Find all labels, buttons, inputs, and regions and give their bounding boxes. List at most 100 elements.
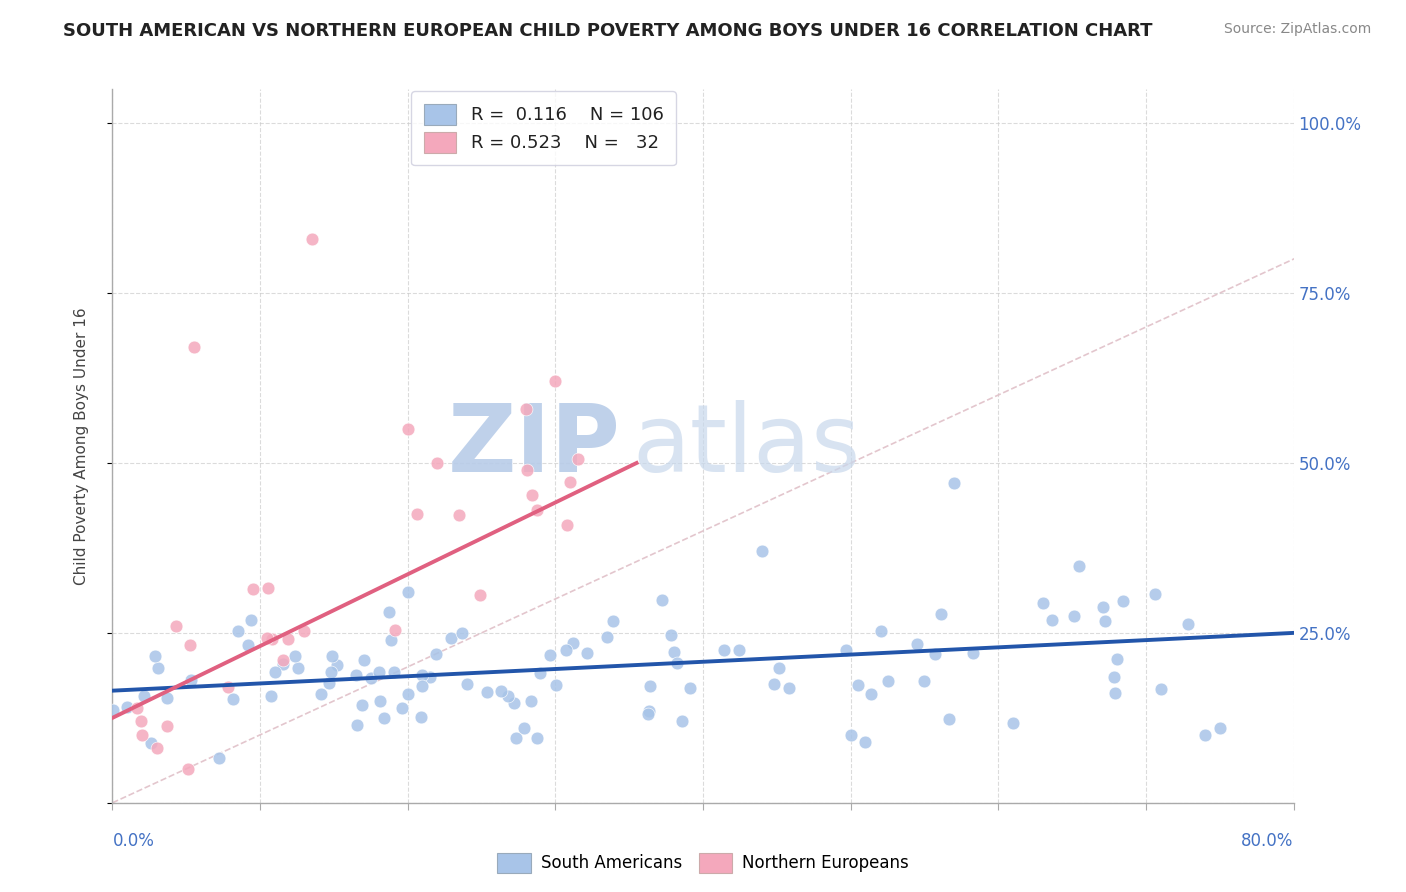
- Point: [396, 687, 419, 701]
- Point: [177, 762, 200, 776]
- Point: [768, 661, 790, 675]
- Point: [344, 668, 367, 682]
- Point: [544, 375, 567, 389]
- Point: [1208, 721, 1232, 735]
- Point: [544, 678, 567, 692]
- Point: [468, 588, 491, 602]
- Point: [1104, 670, 1126, 684]
- Point: [256, 631, 278, 645]
- Point: [440, 631, 463, 645]
- Point: [659, 628, 682, 642]
- Point: [576, 647, 599, 661]
- Point: [1069, 559, 1091, 574]
- Point: [835, 643, 858, 657]
- Point: [846, 677, 869, 691]
- Point: [426, 456, 449, 470]
- Point: [1112, 594, 1135, 608]
- Point: [405, 507, 427, 521]
- Point: [141, 736, 163, 750]
- Point: [301, 232, 323, 246]
- Point: [665, 656, 688, 670]
- Point: [346, 718, 368, 732]
- Point: [132, 690, 155, 704]
- Legend: R =  0.116    N = 106, R = 0.523    N =   32: R = 0.116 N = 106, R = 0.523 N = 32: [411, 91, 676, 165]
- Point: [520, 694, 543, 708]
- Point: [1092, 599, 1115, 614]
- Point: [727, 642, 749, 657]
- Point: [260, 689, 283, 703]
- Text: ZIP: ZIP: [447, 400, 620, 492]
- Point: [855, 734, 877, 748]
- Point: [353, 653, 375, 667]
- Point: [562, 636, 585, 650]
- Point: [662, 645, 685, 659]
- Point: [384, 665, 406, 679]
- Point: [475, 685, 498, 699]
- Point: [222, 692, 245, 706]
- Point: [384, 623, 406, 637]
- Point: [321, 649, 343, 664]
- Point: [146, 661, 169, 675]
- Point: [447, 508, 470, 523]
- Point: [762, 677, 785, 691]
- Point: [1150, 681, 1173, 696]
- Legend: South Americans, Northern Europeans: South Americans, Northern Europeans: [491, 847, 915, 880]
- Point: [284, 648, 307, 663]
- Point: [869, 624, 891, 639]
- Point: [505, 731, 527, 745]
- Point: [238, 638, 260, 652]
- Point: [368, 665, 391, 679]
- Point: [637, 707, 659, 722]
- Point: [555, 643, 578, 657]
- Point: [156, 719, 179, 733]
- Point: [1001, 716, 1024, 731]
- Point: [538, 648, 561, 663]
- Point: [713, 642, 735, 657]
- Point: [318, 676, 340, 690]
- Y-axis label: Child Poverty Among Boys Under 16: Child Poverty Among Boys Under 16: [75, 307, 89, 585]
- Point: [516, 463, 538, 477]
- Point: [602, 614, 624, 628]
- Point: [1104, 686, 1126, 700]
- Point: [292, 624, 315, 638]
- Point: [208, 751, 231, 765]
- Point: [143, 649, 166, 664]
- Point: [555, 518, 578, 533]
- Point: [271, 657, 294, 672]
- Point: [131, 728, 153, 742]
- Point: [526, 503, 548, 517]
- Point: [1144, 587, 1167, 601]
- Point: [962, 647, 984, 661]
- Point: [526, 731, 548, 746]
- Point: [115, 700, 138, 714]
- Point: [165, 618, 187, 632]
- Point: [496, 689, 519, 703]
- Point: [859, 687, 882, 701]
- Point: [456, 677, 478, 691]
- Point: [377, 605, 399, 619]
- Point: [751, 544, 773, 558]
- Text: 0.0%: 0.0%: [112, 831, 155, 849]
- Point: [1177, 616, 1199, 631]
- Point: [257, 581, 280, 595]
- Point: [515, 401, 537, 416]
- Point: [419, 670, 441, 684]
- Point: [529, 665, 551, 680]
- Text: atlas: atlas: [633, 400, 860, 492]
- Point: [558, 475, 581, 489]
- Point: [929, 607, 952, 622]
- Point: [425, 647, 447, 661]
- Point: [451, 625, 474, 640]
- Point: [567, 452, 589, 467]
- Point: [271, 652, 294, 666]
- Point: [1063, 609, 1085, 624]
- Point: [924, 647, 946, 661]
- Point: [242, 582, 264, 596]
- Point: [373, 711, 395, 725]
- Point: [1040, 613, 1063, 627]
- Point: [277, 632, 299, 646]
- Point: [778, 681, 800, 695]
- Point: [360, 672, 382, 686]
- Point: [396, 584, 419, 599]
- Point: [228, 624, 250, 639]
